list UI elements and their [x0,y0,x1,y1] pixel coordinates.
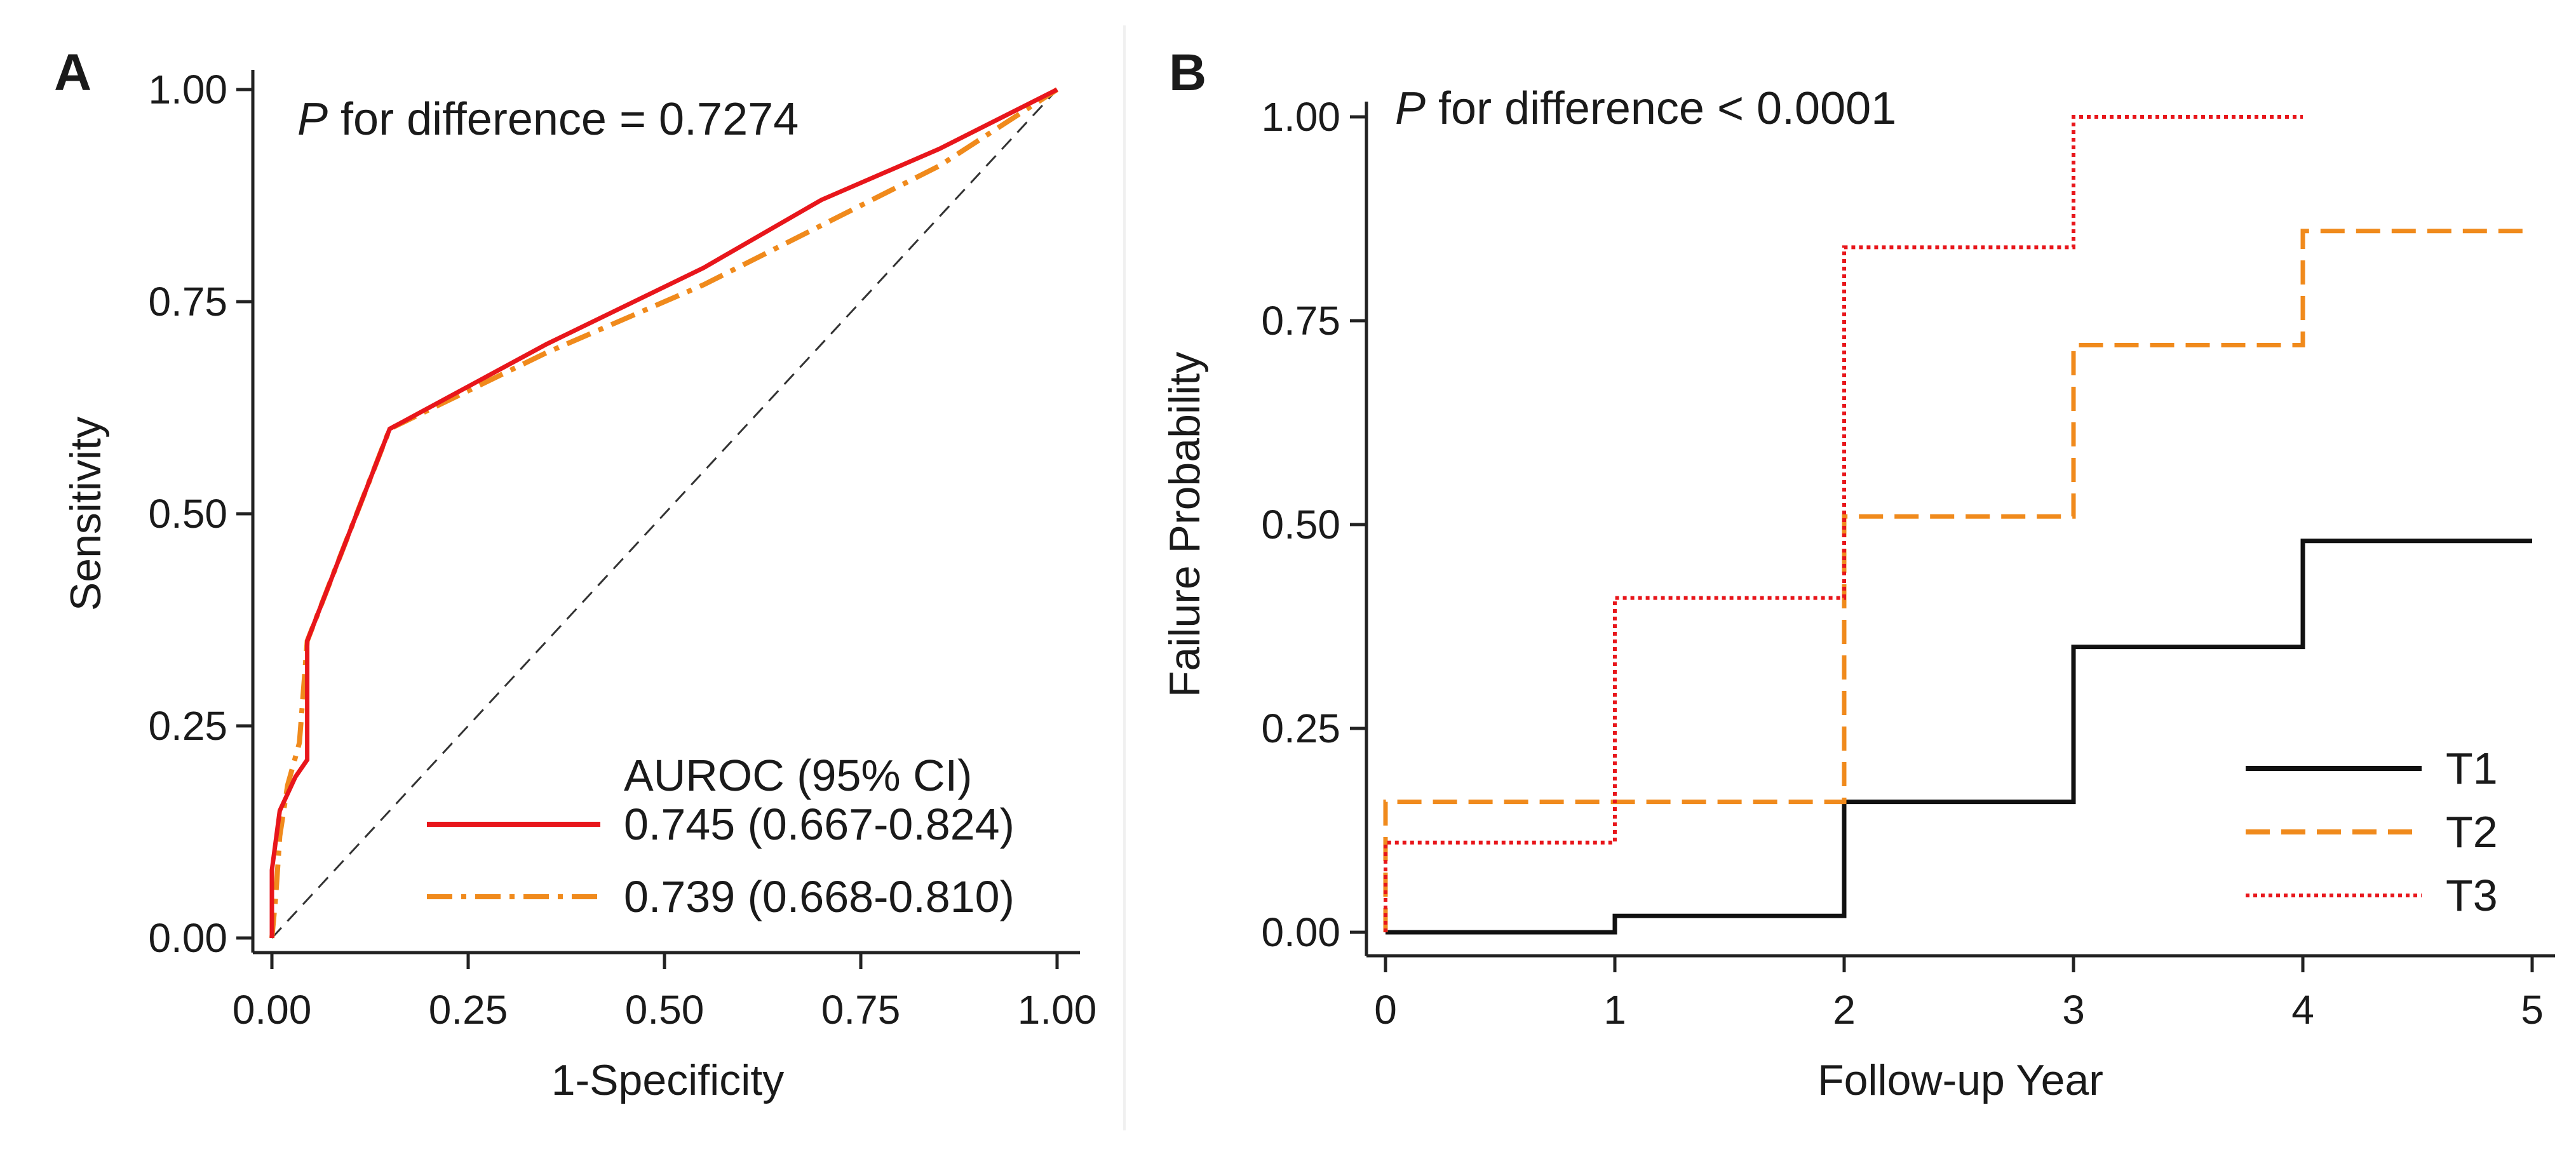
x-ticks-a [270,953,1059,969]
x-tick-label: 1.00 [1018,987,1097,1033]
x-tick-label: 3 [2062,987,2085,1033]
x-tick-label: 0.00 [233,987,312,1033]
legend-label-series-1: 0.739 (0.668-0.810) [624,872,1015,921]
legend-title: AUROC (95% CI) [624,751,972,800]
panel-b: B 0.00 0.25 0.50 0.75 1.00 0 1 2 3 [1161,44,2555,1104]
panel-a: A 0.00 0.25 0.50 0.75 1.00 0.00 0.25 0.5… [54,44,1096,1104]
x-tick-label: 0 [1374,987,1397,1033]
failure-curve-t1 [1386,539,2532,935]
y-tick-label: 1.00 [1261,94,1340,140]
panel-label-b: B [1169,44,1206,102]
y-tick-label: 0.50 [148,491,227,537]
legend-b: T1 T2 T3 [2246,744,2498,920]
reference-diagonal-line [271,88,1058,939]
x-tick-label: 0.25 [429,987,508,1033]
y-axis-label-a: Sensitivity [62,417,110,611]
roc-curve-series-0 [269,87,1058,938]
x-tick-label: 2 [1833,987,1856,1033]
legend-label-t1: T1 [2446,744,2498,793]
y-tick-label: 0.75 [148,279,227,325]
y-axis-label-b: Failure Probability [1161,352,1209,697]
legend-label-t2: T2 [2446,807,2498,857]
y-tick-label: 0.25 [148,703,227,749]
p-symbol: P [1395,83,1426,134]
panel-label-a: A [54,44,91,102]
x-tick-label: 5 [2521,987,2544,1033]
y-tick-label: 0.50 [1261,502,1340,547]
p-value-text: for difference = 0.7274 [328,94,799,145]
p-value-text: for difference < 0.0001 [1426,83,1896,134]
y-tick-label: 0.00 [1261,909,1340,955]
x-tick-label: 4 [2291,987,2314,1033]
x-axis-label-b: Follow-up Year [1817,1056,2103,1104]
x-ticks-b [1384,956,2534,972]
p-value-annotation-a: P for difference = 0.7274 [297,94,799,145]
y-tick-label: 1.00 [148,67,227,112]
x-tick-label: 0.75 [821,987,901,1033]
x-axis-label-a: 1-Specificity [551,1056,785,1104]
x-tick-label: 0.50 [625,987,705,1033]
legend-a: AUROC (95% CI) 0.745 (0.667-0.824) 0.739… [427,751,1015,921]
p-symbol: P [297,94,328,145]
p-value-annotation-b: P for difference < 0.0001 [1395,83,1896,134]
legend-label-t3: T3 [2446,871,2498,920]
failure-curve-t3 [1384,115,2303,932]
y-ticks-b [1350,115,1366,934]
y-ticks-a [236,88,253,940]
y-tick-label: 0.75 [1261,298,1340,344]
y-tick-label: 0.25 [1261,706,1340,751]
x-tick-label: 1 [1603,987,1626,1033]
y-tick-label: 0.00 [148,915,227,961]
legend-label-series-0: 0.745 (0.667-0.824) [624,800,1015,849]
roc-curve-series-1 [269,87,1059,939]
